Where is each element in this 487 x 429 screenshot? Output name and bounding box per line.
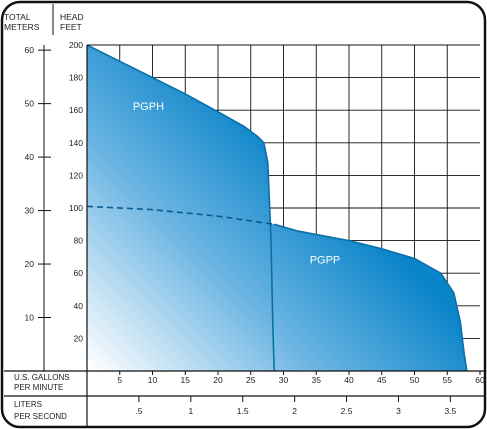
gpm-tick-label: 60 [475,375,485,385]
gpm-tick-label: 25 [246,375,256,385]
axes-lines [4,4,484,426]
gpm-axis-ticks: 5 10 15 20 25 30 35 40 45 50 55 60 [117,371,485,385]
meters-axis-ticks: 60 50 40 30 20 10 [25,45,51,323]
feet-tick-label: 160 [69,105,83,115]
feet-tick-label: 140 [69,138,83,148]
meters-tick-label: 60 [25,45,35,55]
axis-headers: TOTAL METERS HEAD FEET [4,12,84,32]
gpm-tick-label: 35 [312,375,322,385]
gpm-tick-label: 10 [148,375,158,385]
lps-tick-label: 3 [396,406,401,416]
series-label-pgpp: PGPP [310,254,341,266]
feet-tick-label: 100 [69,203,83,213]
lps-axis-title-line2: PER SECOND [14,412,67,421]
feet-tick-label: 180 [69,73,83,83]
feet-header-line1: HEAD [60,12,84,22]
series-line-pgpp [274,223,468,371]
feet-header-line2: FEET [60,22,82,32]
meters-tick-label: 10 [25,313,35,323]
gpm-axis-title-line2: PER MINUTE [14,383,63,392]
gpm-tick-label: 15 [181,375,191,385]
meters-tick-label: 40 [25,152,35,162]
meters-header-line2: METERS [4,22,40,32]
gpm-tick-label: 5 [117,375,122,385]
feet-axis-ticks: 200 180 160 140 120 100 80 60 40 20 [69,40,83,343]
gpm-tick-label: 30 [279,375,289,385]
curve-areas [87,45,468,371]
lps-tick-label: 1 [188,406,193,416]
pgph-area [87,45,275,371]
feet-tick-label: 20 [74,333,84,343]
lps-tick-label: 1.5 [237,406,249,416]
feet-tick-label: 80 [74,236,84,246]
feet-tick-label: 200 [69,40,83,50]
bottom-axis-titles: U.S. GALLONS PER MINUTE LITERS PER SECON… [14,373,70,421]
feet-tick-label: 60 [74,268,84,278]
gpm-tick-label: 45 [377,375,387,385]
lps-tick-label: 2 [292,406,297,416]
meters-header-line1: TOTAL [4,12,31,22]
meters-tick-label: 50 [25,99,35,109]
gpm-tick-label: 40 [344,375,354,385]
series-line-pgph [87,45,276,371]
feet-tick-label: 120 [69,170,83,180]
lps-axis-title-line1: LITERS [14,400,42,409]
gpm-tick-label: 55 [443,375,453,385]
lps-tick-label: 2.5 [341,406,353,416]
lps-axis-ticks: .5 1 1.5 2 2.5 3 3.5 [135,396,457,416]
gpm-tick-label: 20 [213,375,223,385]
meters-tick-label: 30 [25,206,35,216]
gpm-axis-title-line1: U.S. GALLONS [14,373,70,382]
series-line-pgpp-dashed [87,205,275,226]
feet-tick-label: 40 [74,301,84,311]
lps-tick-label: 3.5 [444,406,456,416]
series-label-pgph: PGPH [133,101,164,113]
lps-tick-label: .5 [135,406,142,416]
meters-tick-label: 20 [25,259,35,269]
gpm-tick-label: 50 [410,375,420,385]
